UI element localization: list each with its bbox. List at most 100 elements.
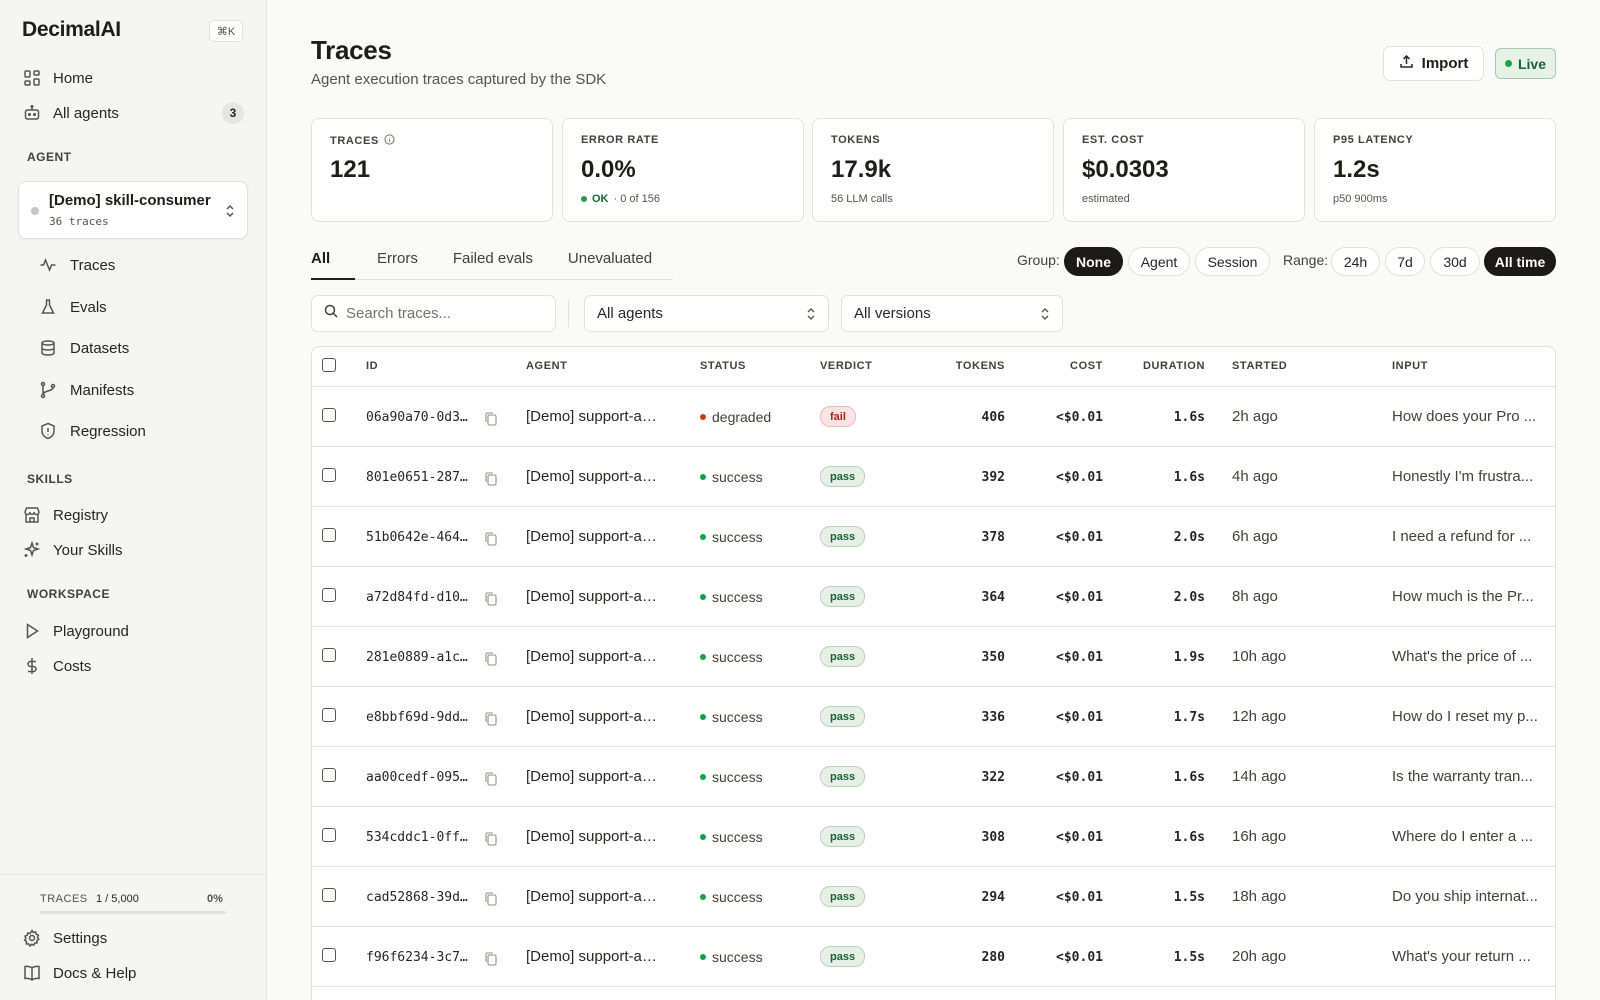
trace-id[interactable]: cad52868-39d… (366, 890, 468, 905)
sidebar-item-label: Datasets (70, 339, 130, 357)
copy-icon[interactable] (484, 771, 498, 787)
table-row[interactable]: cad52868-39d… [Demo] support-a… success pas… (312, 867, 1555, 927)
row-checkbox[interactable] (322, 408, 336, 422)
row-checkbox[interactable] (322, 528, 336, 542)
trace-id[interactable]: e8bbf69d-9dd… (366, 710, 468, 725)
table-row[interactable]: 281e0889-a1c… [Demo] support-a… success pas… (312, 627, 1555, 687)
trace-duration: 1.6s (1173, 470, 1205, 485)
group-option-agent[interactable]: Agent (1128, 247, 1190, 276)
range-option-all-time[interactable]: All time (1484, 247, 1556, 276)
sidebar-item-traces[interactable]: Traces (38, 251, 244, 279)
copy-icon[interactable] (484, 831, 498, 847)
trace-agent: [Demo] support-a… (526, 888, 657, 905)
copy-icon[interactable] (484, 471, 498, 487)
trace-id[interactable]: aa00cedf-095… (366, 770, 468, 785)
group-option-session[interactable]: Session (1195, 247, 1270, 276)
trace-id[interactable]: 534cddc1-0ff… (366, 830, 468, 845)
column-header-cost[interactable]: COST (1070, 360, 1103, 372)
table-row[interactable]: a72d84fd-d10… [Demo] support-a… success pas… (312, 567, 1555, 627)
status-label: degraded (712, 409, 772, 425)
copy-icon[interactable] (484, 891, 498, 907)
stat-label: P95 LATENCY (1333, 134, 1414, 146)
command-palette-shortcut[interactable]: ⌘K (209, 20, 243, 42)
table-row[interactable]: aa00cedf-095… [Demo] support-a… success pas… (312, 747, 1555, 807)
row-checkbox[interactable] (322, 768, 336, 782)
column-header-agent[interactable]: AGENT (526, 360, 568, 372)
sidebar-item-regression[interactable]: Regression (38, 417, 244, 445)
version-filter-select[interactable]: All versions (841, 295, 1063, 332)
tab-errors[interactable]: Errors (377, 240, 418, 280)
sidebar-item-label: Traces (70, 256, 116, 274)
copy-icon[interactable] (484, 531, 498, 547)
info-icon[interactable] (384, 134, 395, 148)
sidebar-item-your-skills[interactable]: Your Skills (22, 536, 244, 564)
sidebar-item-playground[interactable]: Playground (22, 617, 244, 645)
agent-selector[interactable]: [Demo] skill-consumer 36 traces (18, 181, 248, 239)
trace-cost: <$0.01 (1056, 650, 1103, 665)
sidebar-item-all-agents[interactable]: All agents 3 (22, 99, 244, 127)
sidebar-item-datasets[interactable]: Datasets (38, 334, 244, 362)
row-checkbox[interactable] (322, 708, 336, 722)
brand-logo[interactable]: DecimalAI (22, 18, 121, 41)
agent-trace-count: 36 traces (49, 215, 109, 228)
trace-id[interactable]: 51b0642e-464… (366, 530, 468, 545)
sidebar-item-docs-help[interactable]: Docs & Help (22, 959, 244, 987)
trace-id[interactable]: f96f6234-3c7… (366, 950, 468, 965)
row-checkbox[interactable] (322, 648, 336, 662)
range-option-24h[interactable]: 24h (1331, 247, 1380, 276)
row-checkbox[interactable] (322, 828, 336, 842)
column-header-verdict[interactable]: VERDICT (820, 360, 873, 372)
tab-unevaluated[interactable]: Unevaluated (568, 240, 652, 280)
copy-icon[interactable] (484, 591, 498, 607)
table-row[interactable]: 06a90a70-0d3… [Demo] support-a… degraded fa… (312, 387, 1555, 447)
live-badge[interactable]: Live (1495, 48, 1556, 79)
status-dot (700, 414, 706, 420)
stat-card-p95-latency: P95 LATENCY 1.2s p50 900ms (1314, 118, 1556, 222)
table-row[interactable]: f96f6234-3c7… [Demo] support-a… success pas… (312, 927, 1555, 987)
tab-failed-evals[interactable]: Failed evals (453, 240, 533, 280)
table-row[interactable]: e8bbf69d-9dd… [Demo] support-a… success pas… (312, 687, 1555, 747)
section-label-agent: AGENT (27, 150, 72, 164)
row-checkbox[interactable] (322, 588, 336, 602)
live-dot (1504, 60, 1512, 67)
upload-icon (1399, 54, 1414, 73)
column-header-id[interactable]: ID (366, 360, 379, 372)
select-all-checkbox[interactable] (322, 358, 336, 372)
trace-id[interactable]: 801e0651-287… (366, 470, 468, 485)
sidebar-item-costs[interactable]: Costs (22, 652, 244, 680)
trace-id[interactable]: 06a90a70-0d3… (366, 410, 468, 425)
stat-label: EST. COST (1082, 134, 1145, 146)
table-row[interactable]: 801e0651-287… [Demo] support-a… success pas… (312, 447, 1555, 507)
range-option-30d[interactable]: 30d (1430, 247, 1480, 276)
column-header-tokens[interactable]: TOKENS (955, 360, 1005, 372)
row-checkbox[interactable] (322, 948, 336, 962)
import-button[interactable]: Import (1383, 46, 1484, 81)
sidebar-item-manifests[interactable]: Manifests (38, 376, 244, 404)
search-input[interactable] (346, 305, 546, 322)
trace-id[interactable]: 281e0889-a1c… (366, 650, 468, 665)
error-count: · 0 of 156 (613, 193, 660, 205)
trace-id[interactable]: a72d84fd-d10… (366, 590, 468, 605)
range-option-7d[interactable]: 7d (1385, 247, 1425, 276)
sidebar-item-registry[interactable]: Registry (22, 501, 244, 529)
sidebar-item-label: Your Skills (53, 541, 123, 559)
table-row[interactable]: 51b0642e-464… [Demo] support-a… success pas… (312, 507, 1555, 567)
tab-all[interactable]: All (311, 240, 355, 280)
sidebar-item-settings[interactable]: Settings (22, 924, 244, 952)
table-row[interactable]: 534cddc1-0ff… [Demo] support-a… success pas… (312, 807, 1555, 867)
sidebar-item-home[interactable]: Home (22, 64, 244, 92)
sidebar-item-evals[interactable]: Evals (38, 293, 244, 321)
copy-icon[interactable] (484, 711, 498, 727)
copy-icon[interactable] (484, 951, 498, 967)
agent-filter-select[interactable]: All agents (584, 295, 829, 332)
copy-icon[interactable] (484, 411, 498, 427)
group-option-none[interactable]: None (1064, 247, 1123, 276)
trace-duration: 1.6s (1173, 770, 1205, 785)
column-header-started[interactable]: STARTED (1232, 360, 1288, 372)
copy-icon[interactable] (484, 651, 498, 667)
column-header-duration[interactable]: DURATION (1142, 360, 1205, 372)
row-checkbox[interactable] (322, 888, 336, 902)
column-header-input[interactable]: INPUT (1392, 360, 1428, 372)
column-header-status[interactable]: STATUS (700, 360, 746, 372)
row-checkbox[interactable] (322, 468, 336, 482)
